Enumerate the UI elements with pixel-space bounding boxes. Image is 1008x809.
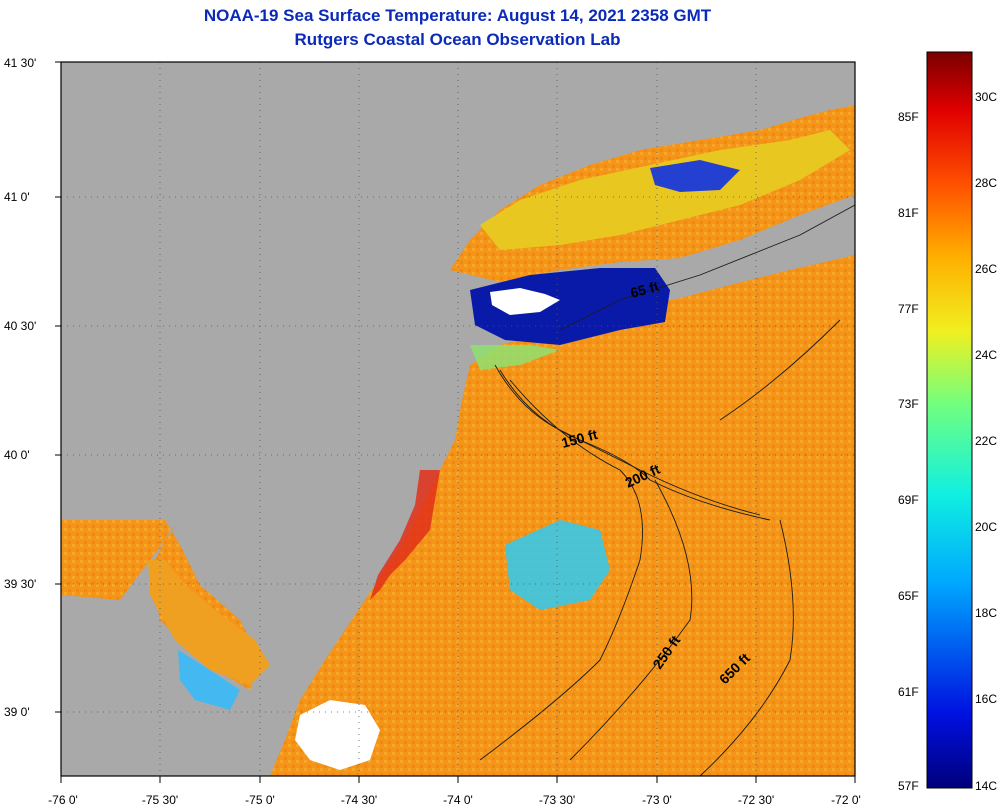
colorbar-c-label: 28C [975, 176, 998, 190]
colorbar [926, 51, 973, 789]
lon-label: -72 0' [831, 793, 861, 807]
map-subtitle: Rutgers Coastal Ocean Observation Lab [294, 30, 621, 49]
lon-label: -73 0' [642, 793, 672, 807]
colorbar-c-label: 16C [975, 692, 998, 706]
lat-label: 39 0' [4, 705, 30, 719]
colorbar-c-label: 14C [975, 779, 998, 793]
isobath-label-65ft: 65 ft [629, 278, 661, 301]
colorbar-c-label: 22C [975, 434, 998, 448]
axis-ticks [55, 61, 856, 783]
map-panel: 65 ft 150 ft 200 ft 250 ft 650 ft [60, 61, 856, 777]
colorbar-f-label: 61F [898, 685, 919, 699]
cool-water-patch [505, 520, 610, 610]
cold-water-ny-bight [470, 268, 670, 345]
colorbar-f-label: 65F [898, 589, 919, 603]
lon-label: -75 30' [141, 793, 179, 807]
cloud-cover-2 [490, 288, 560, 315]
colorbar-f-label: 73F [898, 397, 919, 411]
lon-label: -75 0' [245, 793, 275, 807]
colorbar-f-label: 85F [898, 110, 919, 124]
lat-label: 39 30' [4, 577, 37, 591]
colorbar-f-label: 81F [898, 206, 919, 220]
colorbar-c-label: 24C [975, 348, 998, 362]
colorbar-c-label: 26C [975, 262, 998, 276]
lat-label: 41 0' [4, 190, 30, 204]
bay-cool [178, 650, 240, 710]
lat-label: 40 0' [4, 448, 30, 462]
lat-label: 40 30' [4, 319, 37, 333]
cool-water-patch-2 [470, 345, 560, 370]
lat-label: 41 30' [4, 56, 37, 70]
colorbar-f-label: 57F [898, 779, 919, 793]
lon-label: -72 30' [737, 793, 775, 807]
colorbar-c-label: 18C [975, 606, 998, 620]
lon-label: -74 30' [340, 793, 378, 807]
warm-coastal-strip [370, 470, 440, 600]
graticule [61, 62, 855, 776]
land-mass [61, 62, 855, 776]
colorbar-f-label: 77F [898, 302, 919, 316]
colorbar-f-label: 69F [898, 493, 919, 507]
lon-label: -76 0' [48, 793, 78, 807]
isobath-lines [479, 204, 856, 777]
lon-label: -73 30' [538, 793, 576, 807]
map-title: NOAA-19 Sea Surface Temperature: August … [203, 6, 712, 25]
colorbar-c-label: 30C [975, 90, 998, 104]
colorbar-c-label: 20C [975, 520, 998, 534]
lon-label: -74 0' [443, 793, 473, 807]
cold-water-sound [650, 160, 740, 192]
bay-water [148, 560, 270, 685]
sound-water [480, 130, 850, 250]
